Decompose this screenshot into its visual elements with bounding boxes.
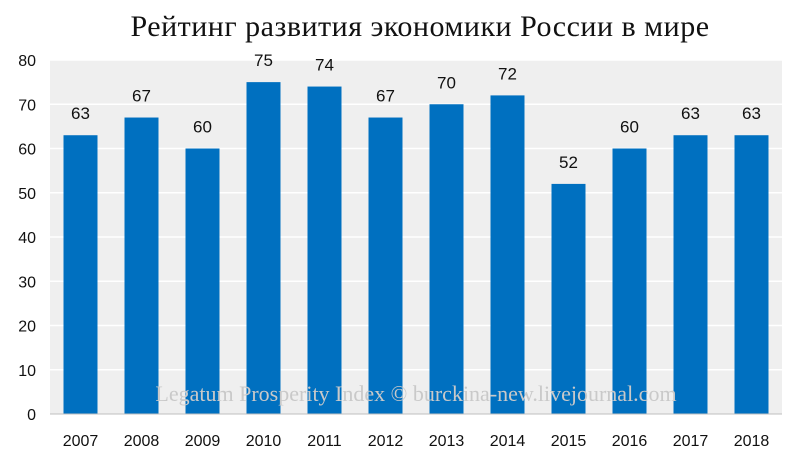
- y-tick-label: 40: [18, 230, 36, 247]
- bar-2010: [246, 82, 281, 414]
- x-tick-label: 2010: [246, 433, 282, 450]
- bar-2018: [734, 135, 769, 414]
- data-label-2009: 60: [193, 118, 212, 137]
- bar-2008: [124, 117, 159, 415]
- y-tick-label: 60: [18, 142, 36, 159]
- data-label-2008: 67: [132, 87, 151, 106]
- x-tick-label: 2012: [368, 433, 404, 450]
- bars: [63, 82, 769, 415]
- x-tick-label: 2014: [490, 433, 526, 450]
- data-label-2012: 67: [376, 87, 395, 106]
- y-tick-label: 70: [18, 97, 36, 114]
- x-axis-ticks: 2007 2008 2009 2010 2011 2012 2013 2014 2015 2016…: [63, 433, 770, 450]
- data-label-2013: 70: [437, 73, 456, 92]
- x-tick-label: 2017: [673, 433, 709, 450]
- bar-2015: [551, 183, 586, 414]
- bar-2009: [185, 148, 220, 414]
- bar-2007: [63, 135, 98, 414]
- bar-2016: [612, 148, 647, 414]
- chart-title: Рейтинг развития экономики России в мире: [130, 10, 710, 43]
- y-tick-label: 10: [18, 363, 36, 380]
- x-tick-label: 2018: [734, 433, 770, 450]
- x-tick-label: 2011: [307, 433, 342, 450]
- y-tick-label: 50: [18, 186, 36, 203]
- bar-2017: [673, 135, 708, 414]
- y-tick-label: 20: [18, 319, 36, 336]
- data-label-2014: 72: [498, 64, 517, 83]
- y-tick-label: 80: [18, 53, 36, 70]
- bar-2012: [368, 117, 403, 415]
- x-tick-label: 2015: [551, 433, 587, 450]
- data-labels: 63 67 60 75 74 67 70 72 52 60 63 63: [71, 51, 761, 172]
- data-label-2007: 63: [71, 104, 90, 123]
- x-tick-label: 2009: [185, 433, 221, 450]
- x-tick-label: 2013: [429, 433, 465, 450]
- grid-lines: [50, 59, 782, 371]
- bar-2013: [429, 104, 464, 414]
- y-axis-ticks: 0 10 20 30 40 50 60 70 80: [18, 53, 36, 424]
- x-tick-label: 2008: [124, 433, 160, 450]
- x-tick-label: 2007: [63, 433, 99, 450]
- data-label-2016: 60: [620, 118, 639, 137]
- y-tick-label: 0: [27, 407, 36, 424]
- data-label-2010: 75: [254, 51, 273, 70]
- x-tick-label: 2016: [612, 433, 648, 450]
- bar-2014: [490, 95, 525, 415]
- data-label-2011: 74: [315, 56, 334, 75]
- watermark-text: Legatum Prosperity Index © burckina-new.…: [155, 381, 676, 406]
- data-label-2018: 63: [742, 104, 761, 123]
- y-tick-label: 30: [18, 274, 36, 291]
- bar-2011: [307, 86, 342, 415]
- data-label-2017: 63: [681, 104, 700, 123]
- data-label-2015: 52: [559, 153, 578, 172]
